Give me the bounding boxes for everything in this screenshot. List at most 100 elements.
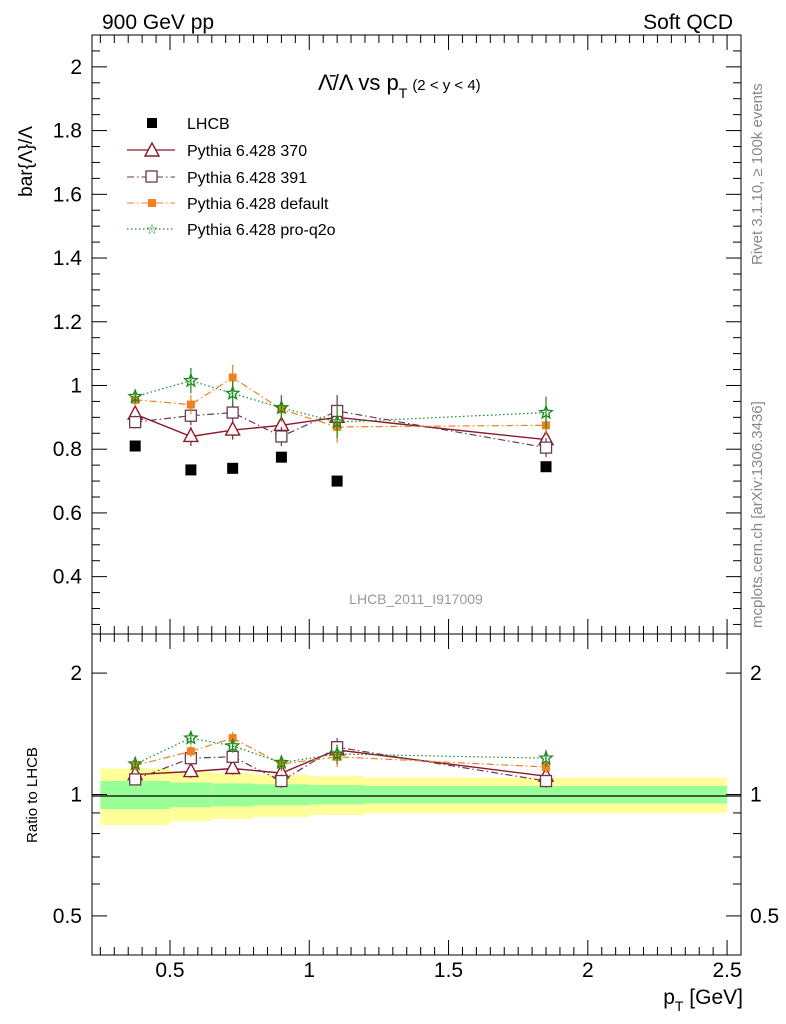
band-inner: [253, 784, 310, 806]
marker-proq2o: [273, 399, 290, 415]
marker-proq2o: [329, 745, 346, 761]
x-axis-label-main: p: [663, 986, 675, 1009]
header-left: 900 GeV pp: [102, 11, 214, 34]
plot-title-range: (2 < y < 4): [412, 77, 480, 94]
x-axis-label-unit: [GeV]: [683, 986, 743, 1009]
ratio-series: [127, 729, 555, 788]
marker-default: [228, 373, 237, 382]
x-tick-label: 2: [582, 959, 594, 982]
main-y-axis-label: bar{Λ}/Λ: [16, 126, 37, 197]
series-line-370: [135, 749, 547, 777]
legend-marker-proq2o: ☆: [146, 222, 159, 238]
y-tick-label: 1.6: [53, 183, 82, 206]
y-tick-label: 2: [70, 56, 82, 79]
marker-default: [186, 747, 195, 756]
band-inner: [364, 785, 728, 804]
marker-proq2o: [183, 372, 199, 388]
marker-391: [226, 406, 239, 419]
main-y-ticks: 0.4 0.6 0.8 1 1.2 1.4 1.6 1.8 2: [53, 34, 741, 625]
marker-proq2o: [329, 413, 346, 429]
marker-391: [129, 415, 142, 429]
y-tick-label: 1: [70, 374, 82, 397]
marker-391: [275, 774, 288, 788]
source-label: mcplots.cern.ch [arXiv:1306.3436]: [749, 401, 766, 628]
marker-370: [224, 420, 241, 436]
legend-entry-default: Pythia 6.428 default: [127, 196, 329, 213]
marker-proq2o: [224, 737, 241, 753]
legend-entry-370: Pythia 6.428 370: [127, 141, 307, 160]
analysis-id-label: LHCB_2011_I917009: [349, 591, 483, 607]
y-tick-label: 1.8: [53, 120, 82, 143]
marker-proq2o: [273, 754, 290, 770]
rivet-version-label: Rivet 3.1.10, ≥ 100k events: [749, 83, 766, 265]
legend-marker-lhcb: [147, 118, 157, 128]
plot-title-subscript: T: [399, 85, 408, 101]
legend-label-391: Pythia 6.428 391: [187, 170, 307, 187]
legend-label-default: Pythia 6.428 default: [187, 196, 329, 213]
ratio-y-axis-label: Ratio to LHCB: [24, 747, 41, 843]
y-tick-label-right: 0.5: [750, 905, 779, 928]
y-tick-label: 1.4: [53, 247, 83, 270]
marker-391: [275, 430, 288, 443]
y-tick-label: 0.4: [53, 566, 83, 589]
marker-391: [539, 441, 553, 454]
marker-391: [129, 773, 142, 786]
header-right: Soft QCD: [643, 11, 733, 34]
y-tick-label: 2: [70, 662, 82, 685]
band-inner: [169, 782, 212, 808]
ratio-x-ticks: 0.5 1 1.5 2 2.5: [99, 634, 742, 982]
marker-proq2o: [538, 404, 554, 420]
marker-proq2o: [224, 385, 241, 401]
y-tick-label: 0.5: [53, 905, 82, 928]
plot-title: Λ̄/Λ vs pT (2 < y < 4): [318, 70, 481, 101]
y-tick-label-right: 1: [750, 784, 762, 807]
marker-391: [539, 774, 553, 788]
series-line-default: [135, 376, 547, 428]
marker-370: [224, 759, 241, 775]
x-axis-label: pT [GeV]: [663, 986, 743, 1014]
band-inner: [211, 783, 254, 807]
y-tick-label: 1.2: [53, 311, 82, 334]
legend-marker-391: [145, 170, 158, 183]
data-point-lhcb: [275, 451, 287, 463]
series-line-proq2o: [135, 380, 547, 423]
legend-entry-391: Pythia 6.428 391: [127, 170, 307, 187]
ratio-panel: 0.5 0.5 1 1 2 2 0.5 1 1.5 2 2.5 Ratio to LHCB pT …: [24, 633, 779, 1014]
data-point-lhcb: [540, 461, 552, 473]
series-line-default: [135, 737, 547, 768]
data-point-lhcb: [331, 475, 343, 487]
main-series: [127, 364, 555, 487]
data-point-lhcb: [185, 464, 197, 476]
x-tick-label: 1: [303, 959, 315, 982]
legend-label-lhcb: LHCB: [187, 116, 230, 133]
x-tick-label: 2.5: [712, 959, 741, 982]
series-line-391: [135, 410, 547, 449]
band-inner: [309, 785, 365, 805]
x-tick-label: 1.5: [434, 959, 463, 982]
legend-label-370: Pythia 6.428 370: [187, 143, 307, 160]
legend-entry-lhcb: LHCB: [147, 116, 230, 133]
marker-370: [182, 426, 200, 443]
main-x-ticks: [99, 35, 728, 634]
marker-proq2o: [127, 755, 144, 771]
legend-label-proq2o: Pythia 6.428 pro-q2o: [187, 222, 336, 239]
main-panel: 0.4 0.6 0.8 1 1.2 1.4 1.6 1.8 2 Λ̄/Λ vs pT (2 < y…: [16, 34, 742, 635]
marker-default: [186, 400, 195, 409]
marker-proq2o: [538, 749, 554, 765]
y-tick-label: 1: [70, 784, 82, 807]
y-tick-label: 0.6: [53, 502, 82, 525]
x-axis-label-subscript: T: [675, 998, 684, 1014]
marker-370: [182, 762, 200, 778]
marker-proq2o: [127, 388, 144, 404]
legend-marker-default: [148, 199, 156, 207]
marker-391: [226, 750, 239, 763]
data-point-lhcb: [129, 440, 141, 452]
legend: LHCB Pythia 6.428 370 Pythia 6.428 391 P…: [127, 116, 336, 239]
x-tick-label: 0.5: [155, 959, 184, 982]
y-tick-label-right: 2: [750, 662, 762, 685]
band-inner: [100, 781, 170, 810]
y-tick-label: 0.8: [53, 438, 82, 461]
legend-entry-proq2o: ☆ Pythia 6.428 pro-q2o: [127, 222, 336, 239]
plot-title-main: Λ̄/Λ vs p: [318, 70, 399, 95]
